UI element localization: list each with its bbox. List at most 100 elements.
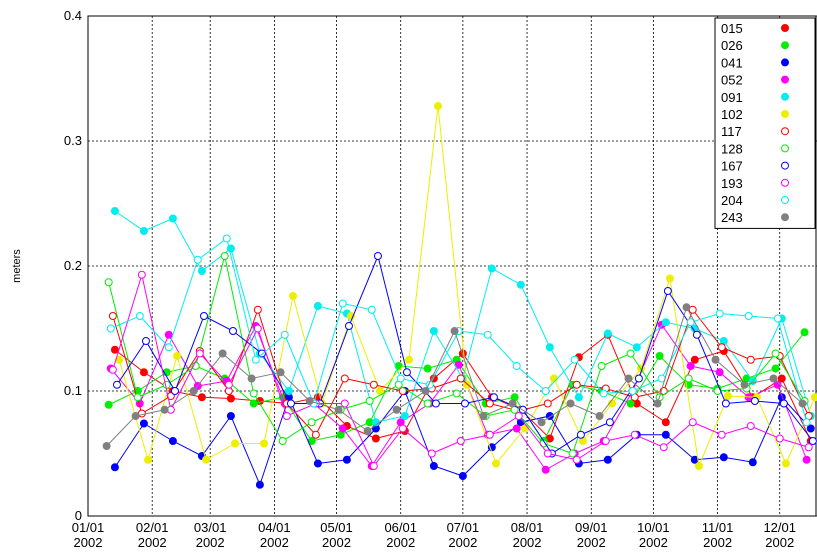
data-point [280, 330, 289, 339]
data-point [719, 453, 728, 462]
data-point [715, 309, 724, 318]
data-point [576, 430, 585, 439]
data-point [688, 418, 697, 427]
data-point [427, 449, 436, 458]
data-point [340, 399, 349, 408]
data-point [108, 312, 117, 320]
data-point [104, 400, 113, 409]
data-point [599, 389, 608, 398]
data-point [771, 364, 780, 373]
data-point [798, 399, 807, 408]
data-point [692, 330, 701, 339]
data-point [686, 362, 695, 370]
legend-marker [781, 196, 789, 204]
data-point [110, 345, 119, 354]
data-point [744, 312, 753, 320]
data-point [489, 393, 498, 402]
data-point [626, 399, 635, 408]
x-tick-label: 10/01 2002 [637, 520, 670, 550]
data-point [334, 405, 343, 414]
x-tick-label: 01/01 2002 [72, 520, 105, 550]
data-point [748, 458, 757, 467]
data-point [222, 234, 231, 243]
legend-label: 041 [721, 55, 743, 70]
data-point [168, 437, 177, 445]
data-point [199, 312, 208, 320]
legend-marker [781, 24, 789, 32]
data-point [434, 102, 443, 110]
legend-label: 015 [721, 21, 743, 36]
data-point [108, 365, 117, 374]
data-point [226, 394, 235, 403]
data-point [711, 355, 720, 364]
data-point [549, 374, 558, 383]
data-point [686, 318, 695, 327]
x-tick-label: 07/01 2002 [447, 520, 480, 550]
data-point [773, 314, 782, 323]
data-point [721, 399, 730, 408]
legend-label: 026 [721, 38, 743, 53]
data-point [338, 424, 347, 433]
data-point [665, 274, 674, 283]
data-point [626, 349, 635, 358]
data-point [106, 324, 115, 333]
data-point [398, 424, 407, 433]
data-point [102, 442, 111, 450]
legend-marker [781, 213, 789, 222]
data-point [405, 355, 414, 364]
data-point [110, 207, 119, 215]
data-point [139, 368, 148, 377]
data-point [307, 418, 316, 427]
data-point [746, 355, 755, 364]
data-point [253, 305, 262, 314]
data-point [572, 455, 581, 464]
data-point [808, 437, 817, 445]
data-point [202, 455, 211, 464]
data-point [251, 355, 260, 364]
data-point [373, 252, 382, 260]
data-point [369, 380, 378, 389]
data-point [779, 399, 788, 408]
data-point [684, 374, 693, 383]
data-point [806, 424, 815, 433]
y-axis-label: meters [11, 249, 23, 283]
data-point [485, 430, 494, 439]
data-point [460, 399, 469, 408]
data-point [367, 305, 376, 314]
data-point [566, 399, 575, 408]
data-point [173, 352, 182, 360]
data-point [454, 360, 463, 369]
legend-marker [781, 110, 789, 118]
data-point [777, 374, 786, 383]
data-point [369, 462, 378, 470]
data-point [543, 399, 552, 408]
data-point [543, 449, 552, 458]
data-point [781, 459, 790, 468]
data-point [396, 374, 405, 383]
legend-marker [781, 58, 789, 67]
data-point [197, 267, 206, 275]
data-point [400, 412, 409, 420]
data-point [516, 280, 525, 289]
data-point [663, 287, 672, 295]
data-point [141, 337, 150, 345]
legend-label: 204 [721, 193, 743, 208]
data-point [162, 380, 171, 389]
legend-box [714, 17, 816, 229]
plot-area [102, 102, 817, 489]
data-point [717, 343, 726, 352]
data-point [421, 387, 430, 395]
data-point [193, 255, 202, 264]
data-point [653, 399, 662, 408]
data-point [483, 330, 492, 339]
data-point [452, 389, 461, 398]
data-point [458, 349, 467, 358]
legend-marker [781, 178, 789, 187]
data-point [634, 374, 643, 383]
data-point [289, 292, 298, 300]
data-point [491, 459, 500, 468]
data-point [661, 318, 670, 327]
data-point [456, 437, 465, 445]
data-point [541, 387, 550, 395]
